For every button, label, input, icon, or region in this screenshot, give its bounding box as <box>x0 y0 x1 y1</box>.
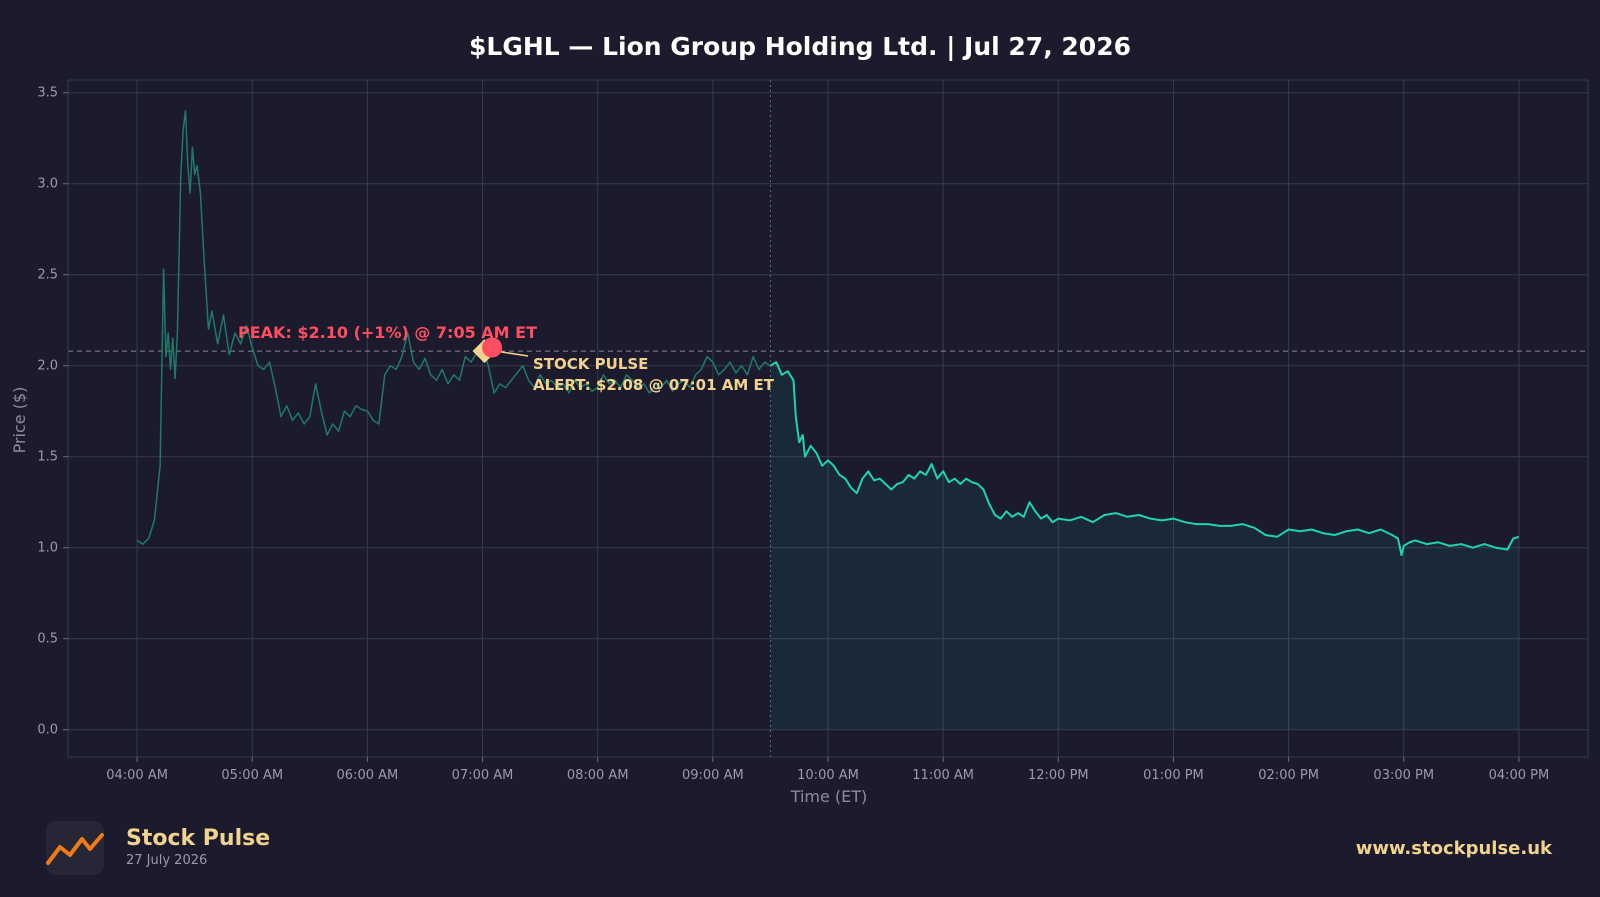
annotations-layer: PEAK: $2.10 (+1%) @ 7:05 AM ET STOCK PULS… <box>238 323 775 394</box>
website-link[interactable]: www.stockpulse.uk <box>1355 838 1552 859</box>
regular-price-line <box>769 361 1520 556</box>
x-tick-label: 02:00 PM <box>1258 768 1319 783</box>
y-tick-label: 1.0 <box>37 541 58 556</box>
x-tick-label: 03:00 PM <box>1373 768 1434 783</box>
alert-annotation-title: STOCK PULSE <box>533 355 648 373</box>
x-tick-label: 06:00 AM <box>337 768 399 783</box>
brand-date: 27 July 2026 <box>126 853 208 868</box>
y-tick-label: 0.5 <box>37 632 58 647</box>
regular-session-fill-layer <box>770 362 1519 730</box>
premarket-price-line <box>136 110 771 545</box>
y-tick-label: 0.0 <box>37 723 58 738</box>
x-tick-label: 08:00 AM <box>567 768 629 783</box>
peak-marker <box>482 337 503 358</box>
y-axis-label: Price ($) <box>10 387 29 454</box>
regular-session-area-fill <box>770 362 1519 730</box>
chart-title: $LGHL — Lion Group Holding Ltd. | Jul 27… <box>469 32 1131 61</box>
y-tick-label: 3.0 <box>37 177 58 192</box>
x-tick-label: 10:00 AM <box>797 768 859 783</box>
brand-name: Stock Pulse <box>126 826 271 851</box>
alert-connector-line <box>496 350 529 357</box>
x-tick-label: 01:00 PM <box>1143 768 1204 783</box>
y-tick-label: 1.5 <box>37 450 58 465</box>
x-tick-label: 05:00 AM <box>221 768 283 783</box>
y-tick-label: 2.0 <box>37 359 58 374</box>
x-tick-label: 11:00 AM <box>912 768 974 783</box>
brand-text: Stock Pulse 27 July 2026 <box>126 826 270 870</box>
y-tick-label: 3.5 <box>37 86 58 101</box>
price-lines-layer <box>136 110 1520 556</box>
x-axis-label: Time (ET) <box>790 787 868 806</box>
chart-grid <box>68 80 1588 757</box>
y-tick-label: 2.5 <box>37 268 58 283</box>
x-tick-label: 12:00 PM <box>1028 768 1089 783</box>
footer-brand: Stock Pulse 27 July 2026 <box>46 820 270 876</box>
stock-pulse-logo <box>46 821 104 875</box>
trend-line-icon <box>46 833 104 865</box>
peak-annotation-label: PEAK: $2.10 (+1%) @ 7:05 AM ET <box>238 323 537 342</box>
price-chart: $LGHL — Lion Group Holding Ltd. | Jul 27… <box>10 32 1589 806</box>
x-tick-label: 07:00 AM <box>452 768 514 783</box>
x-tick-label: 04:00 AM <box>106 768 168 783</box>
alert-annotation-detail: ALERT: $2.08 @ 07:01 AM ET <box>533 376 775 394</box>
axis-ticks-layer: 0.0 0.5 1.0 1.5 2.0 2.5 3.0 3.5 04:00 AM 05:00 AM… <box>37 86 1549 783</box>
x-tick-label: 04:00 PM <box>1489 768 1550 783</box>
x-tick-label: 09:00 AM <box>682 768 744 783</box>
